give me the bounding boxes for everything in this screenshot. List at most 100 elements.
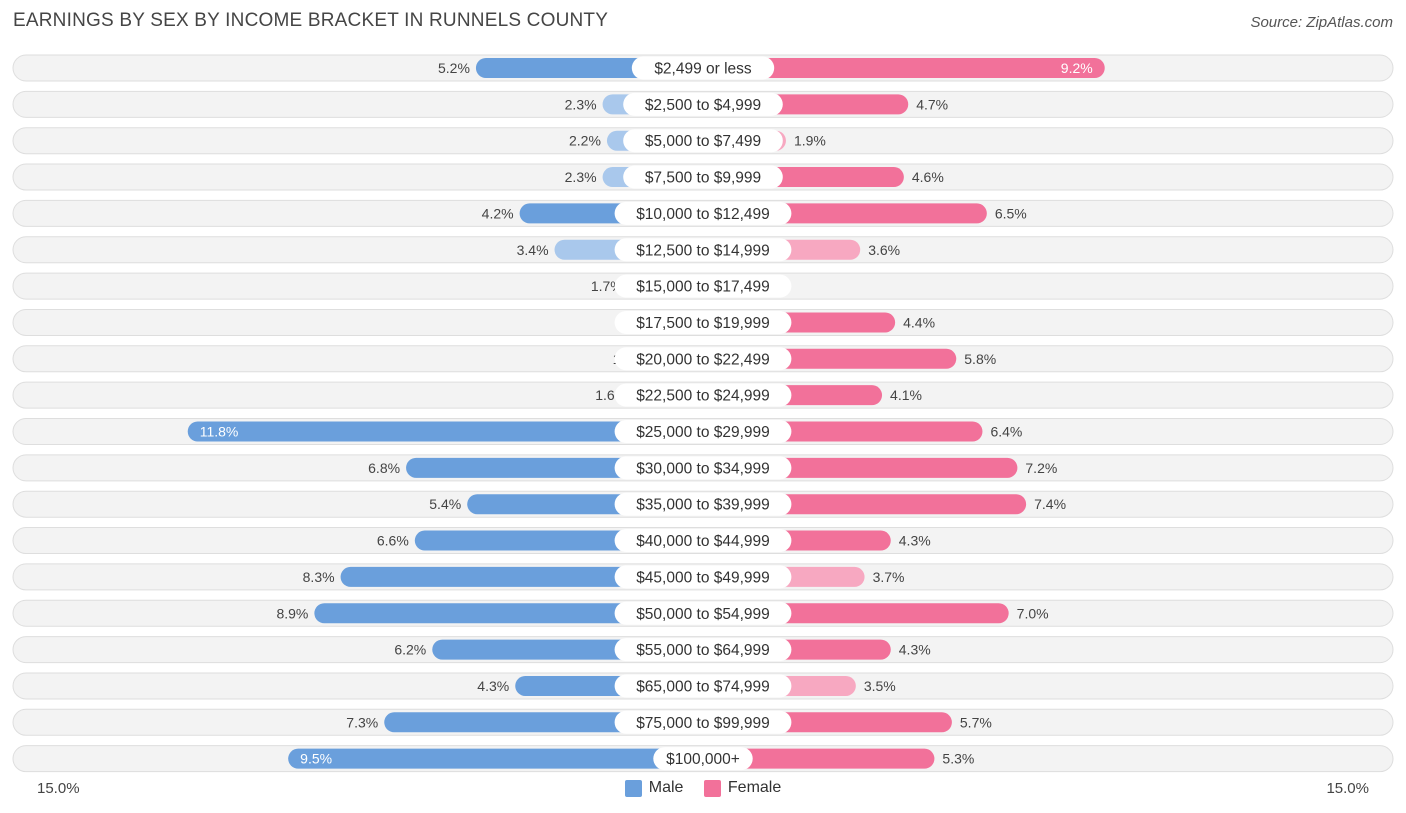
category-pill xyxy=(614,492,792,516)
chart-canvas: 5.2% 9.2% $2,499 or less 2.3% 4.7% $2,500 to … xyxy=(12,54,1394,773)
male-value-label: 5.4% xyxy=(429,496,461,512)
female-value-label: 3.5% xyxy=(864,678,896,694)
female-value-label: 4.4% xyxy=(903,314,935,330)
female-value-label: 9.2% xyxy=(1061,60,1093,76)
female-value-label: 7.4% xyxy=(1034,496,1066,512)
bar-row: 4.3% 3.5% $65,000 to $74,999 xyxy=(12,672,1394,700)
category-pill xyxy=(614,565,792,589)
bar-row: 6.6% 4.3% $40,000 to $44,999 xyxy=(12,527,1394,555)
category-pill xyxy=(623,129,783,153)
category-label: $2,499 or less xyxy=(654,61,752,78)
female-value-label: 5.3% xyxy=(942,751,974,767)
category-pill xyxy=(614,674,792,698)
female-value-label: 4.7% xyxy=(916,96,948,112)
male-value-label: 6.2% xyxy=(394,642,426,658)
category-label: $2,500 to $4,999 xyxy=(645,97,761,114)
category-label: $22,500 to $24,999 xyxy=(636,388,770,405)
category-pill xyxy=(614,529,792,553)
male-value-label: 2.2% xyxy=(569,133,601,149)
male-value-label: 5.2% xyxy=(438,60,470,76)
male-value-label: 8.3% xyxy=(303,569,335,585)
bar-row: 4.2% 6.5% $10,000 to $12,499 xyxy=(12,199,1394,227)
category-pill xyxy=(614,347,792,371)
category-pill xyxy=(614,638,792,662)
category-label: $65,000 to $74,999 xyxy=(636,678,770,695)
female-value-label: 7.2% xyxy=(1025,460,1057,476)
bar-row: 2.3% 4.6% $7,500 to $9,999 xyxy=(12,163,1394,191)
category-label: $20,000 to $22,499 xyxy=(636,351,770,368)
female-bar xyxy=(703,748,935,769)
category-pill xyxy=(614,710,792,734)
category-label: $55,000 to $64,999 xyxy=(636,642,770,659)
source-label: Source: ZipAtlas.com xyxy=(1250,14,1393,31)
bar-row: 6.8% 7.2% $30,000 to $34,999 xyxy=(12,454,1394,482)
bar-row: 11.8% 6.4% $25,000 to $29,999 xyxy=(12,418,1394,445)
category-label: $25,000 to $29,999 xyxy=(636,424,770,441)
female-value-label: 6.5% xyxy=(995,205,1027,221)
category-label: $15,000 to $17,499 xyxy=(636,279,770,296)
category-pill xyxy=(614,310,792,334)
male-bar xyxy=(187,421,703,442)
category-label: $35,000 to $39,999 xyxy=(636,497,770,514)
female-value-label: 1.9% xyxy=(794,133,826,149)
female-value-label: 3.7% xyxy=(873,569,905,585)
bar-row: 6.2% 4.3% $55,000 to $64,999 xyxy=(12,636,1394,664)
category-pill xyxy=(631,56,775,80)
bar-row: 2.3% 4.7% $2,500 to $4,999 xyxy=(12,90,1394,118)
male-value-label: 6.8% xyxy=(368,460,400,476)
category-label: $75,000 to $99,999 xyxy=(636,715,770,732)
female-value-label: 5.7% xyxy=(960,714,992,730)
bar-row: 8.9% 7.0% $50,000 to $54,999 xyxy=(12,599,1394,627)
bar-row: 1.2%5.8%$20,000 to $22,499 xyxy=(12,345,1394,373)
category-pill xyxy=(653,747,753,771)
category-pill xyxy=(614,274,792,298)
female-value-label: 4.6% xyxy=(912,169,944,185)
male-value-label: 9.5% xyxy=(300,751,332,767)
bar-row: 9.5% 5.3% $100,000+ xyxy=(12,745,1394,773)
category-label: $10,000 to $12,499 xyxy=(636,206,770,223)
category-pill xyxy=(614,456,792,480)
bar-row: 2.2% 1.9% $5,000 to $7,499 xyxy=(12,127,1394,155)
male-value-label: 4.3% xyxy=(477,678,509,694)
female-value-label: 5.8% xyxy=(964,351,996,367)
female-bar xyxy=(703,58,1105,78)
male-bar xyxy=(288,748,703,769)
female-value-label: 6.4% xyxy=(990,424,1022,440)
legend: Male Female xyxy=(0,779,1406,802)
category-pill xyxy=(614,238,792,262)
bar-row: 0.86%4.4%$17,500 to $19,999 xyxy=(12,308,1394,336)
category-label: $7,500 to $9,999 xyxy=(645,170,761,187)
category-label: $5,000 to $7,499 xyxy=(645,133,761,150)
bar-row: 5.2% 9.2% $2,499 or less xyxy=(12,54,1394,82)
legend-female[interactable]: Female xyxy=(703,779,782,797)
male-bar xyxy=(314,603,703,624)
male-bar xyxy=(340,566,703,587)
legend-male-swatch xyxy=(624,779,642,797)
category-label: $50,000 to $54,999 xyxy=(636,606,770,623)
bar-row: 1.6% 4.1%$22,500 to $24,999 xyxy=(12,381,1394,409)
legend-female-swatch xyxy=(703,779,721,797)
bar-row: 1.7%0.5%$15,000 to $17,499 xyxy=(12,272,1394,300)
female-value-label: 4.3% xyxy=(899,642,931,658)
category-label: $30,000 to $34,999 xyxy=(636,460,770,477)
bar-row: 8.3% 3.7% $45,000 to $49,999 xyxy=(12,563,1394,591)
legend-female-label: Female xyxy=(727,779,782,796)
chart-title: EARNINGS BY SEX BY INCOME BRACKET IN RUN… xyxy=(13,10,609,31)
male-value-label: 4.2% xyxy=(482,205,514,221)
category-pill xyxy=(623,165,783,189)
category-pill xyxy=(623,92,783,116)
axis-right-label: 15.0% xyxy=(1326,780,1369,797)
legend-male[interactable]: Male xyxy=(624,779,683,797)
female-value-label: 7.0% xyxy=(1017,605,1049,621)
female-value-label: 4.3% xyxy=(899,533,931,549)
male-value-label: 2.3% xyxy=(565,96,597,112)
male-value-label: 7.3% xyxy=(346,714,378,730)
axis-left-label: 15.0% xyxy=(37,780,80,797)
category-label: $45,000 to $49,999 xyxy=(636,569,770,586)
category-label: $12,500 to $14,999 xyxy=(636,242,770,259)
male-value-label: 1.7% xyxy=(591,278,623,294)
category-pill xyxy=(614,201,792,225)
male-value-label: 11.8% xyxy=(200,424,239,440)
category-pill xyxy=(614,383,792,407)
male-value-label: 2.3% xyxy=(565,169,597,185)
